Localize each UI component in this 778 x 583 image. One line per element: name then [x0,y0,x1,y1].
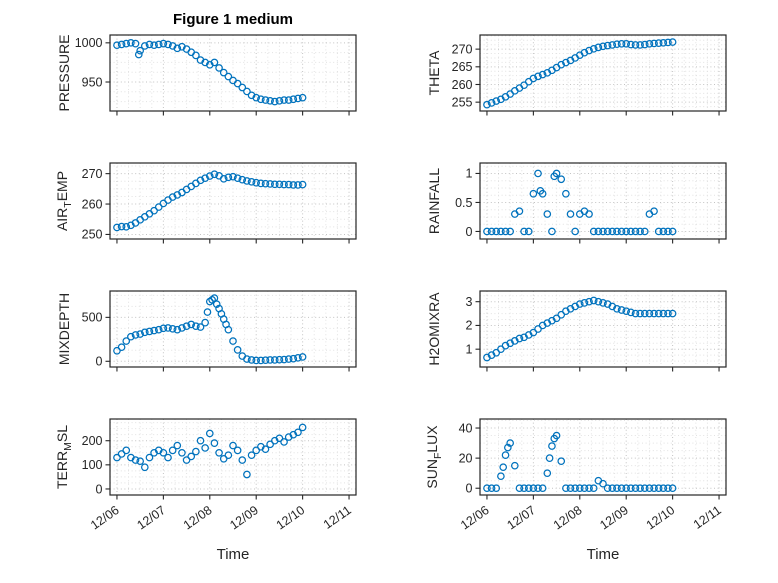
y-tick-label: 500 [82,311,103,325]
y-tick-label: 260 [82,197,103,211]
subplot-rainfall: 0 0.5 1 [430,155,736,251]
chart-MIXDEPTH: 0 500 [82,290,357,372]
y-tick-label: 3 [466,295,473,309]
plot-area-pressure: 950 1000 [75,34,357,116]
axis-ticks: 00.51 [455,167,720,244]
subplot-pressure: 950 1000 [60,27,366,123]
y-tick-label: 270 [82,167,103,181]
plot-area-terr-msl: 0 100 200 12/06 12/07 12/08 12/09 12/10 12/11 [82,418,357,532]
data-markers [113,423,307,479]
x-axis-title-right: Time [586,546,620,563]
y-tick-label: 100 [82,458,103,472]
y-tick-label: 0 [96,482,103,496]
grid-lines [110,291,356,367]
y-tick-label: 1 [466,167,473,181]
y-tick-label: 270 [452,42,473,56]
grid-lines [110,35,356,111]
axis-ticks: 255 260 265 270 [452,42,720,116]
x-tick-label: 12/07 [134,503,168,532]
x-tick-label: 12/06 [458,503,492,532]
data-markers [113,294,307,365]
y-axis-label-h2omixra: H2OMIXRA [426,292,442,366]
axis-ticks: 250 260 270 [82,167,350,244]
data-markers [113,39,307,106]
y-axis-label-theta: THETA [426,50,442,96]
y-tick-label: 250 [82,228,103,242]
y-tick-label: 200 [82,434,103,448]
subplot-air-temp: 250 260 270 [60,155,366,251]
y-axis-label-air-temp: AIRTEMP [54,170,74,232]
x-tick-label: 12/09 [227,503,261,532]
plot-area-h2omixra: 1 2 3 [466,290,727,372]
y-tick-label: 20 [459,451,473,465]
data-markers [483,431,677,493]
subplot-h2omixra: 1 2 3 [430,283,736,379]
y-axis-label-pressure: PRESSURE [56,34,72,112]
chart-RAINFALL: 00.51 [455,162,727,244]
plot-area-mixdepth: 0 500 [82,290,357,372]
subplot-sun-flux: 0 20 40 12/06 12/07 12/08 12/09 12/10 12/11 [430,411,736,555]
axis-ticks: 950 1000 [75,36,350,116]
data-markers [483,296,677,362]
y-tick-label: 40 [459,421,473,435]
y-axis-label-mixdepth: MIXDEPTH [56,292,72,366]
x-tick-label: 12/08 [551,503,585,532]
x-tick-label: 12/06 [88,503,122,532]
y-axis-label-sun-flux: SUNFLUX [424,425,444,489]
axis-ticks: 0 500 [82,311,350,372]
x-tick-label: 12/08 [181,503,215,532]
x-tick-label: 12/10 [644,503,678,532]
y-tick-label: 2 [466,319,473,333]
plot-area-rainfall: 00.51 [455,162,727,244]
x-tick-label: 12/07 [504,503,538,532]
axis-ticks: 1 2 3 [466,295,720,372]
x-tick-label: 12/11 [691,503,724,532]
y-tick-label: 1 [466,342,473,356]
y-tick-label: 260 [452,78,473,92]
x-tick-label: 12/10 [274,503,308,532]
chart-TERR_MSL: 0 100 200 12/06 12/07 12/08 12/09 12/10 12/11 [82,418,357,532]
y-tick-label: 0 [466,225,473,239]
figure-title: Figure 1 medium [172,11,294,28]
data-markers [483,38,677,109]
y-tick-label: 0.5 [455,196,472,210]
y-axis-label-rainfall: RAINFALL [426,167,442,235]
subplot-theta: 255 260 265 270 [430,27,736,123]
plot-area-theta: 255 260 265 270 [452,34,727,116]
x-tick-label: 12/09 [597,503,631,532]
chart-SUN_FLUX: 0 20 40 12/06 12/07 12/08 12/09 12/10 12/11 [458,418,727,532]
y-tick-label: 0 [96,355,103,369]
y-tick-label: 0 [466,482,473,496]
data-markers [483,169,677,236]
y-tick-label: 950 [82,75,103,89]
data-markers [113,170,307,232]
chart-H2OMIXRA: 1 2 3 [466,290,727,372]
subplot-mixdepth: 0 500 [60,283,366,379]
subplot-terr-msl: 0 100 200 12/06 12/07 12/08 12/09 12/10 12/11 [60,411,366,555]
x-tick-label: 12/11 [321,503,354,532]
y-tick-label: 255 [452,95,473,109]
x-axis-title-left: Time [216,546,250,563]
y-axis-label-terr-msl: TERRMSL [54,425,74,489]
chart-PRESSURE: 950 1000 [75,34,357,116]
plot-area-sun-flux: 0 20 40 12/06 12/07 12/08 12/09 12/10 12/11 [458,418,727,532]
y-tick-label: 265 [452,60,473,74]
chart-THETA: 255 260 265 270 [452,34,727,116]
plot-area-air-temp: 250 260 270 [82,162,357,244]
chart-AIR_TEMP: 250 260 270 [82,162,357,244]
y-tick-label: 1000 [75,36,103,50]
